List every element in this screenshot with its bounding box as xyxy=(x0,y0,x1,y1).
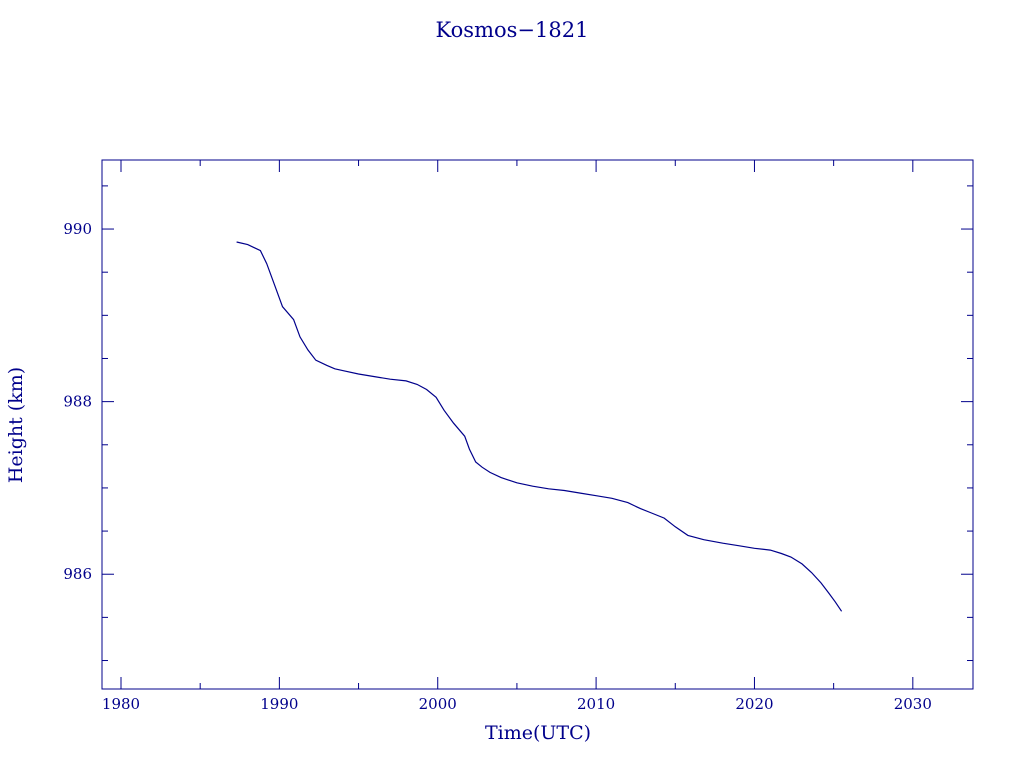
height-series-line xyxy=(236,241,843,612)
x-tick-label: 1990 xyxy=(260,695,298,713)
x-tick-label: 2010 xyxy=(577,695,615,713)
plot-frame xyxy=(101,159,974,690)
y-tick-label: 986 xyxy=(63,565,92,583)
x-tick-label: 2000 xyxy=(419,695,457,713)
x-axis-label: Time(UTC) xyxy=(485,722,591,744)
x-tick-label: 2020 xyxy=(735,695,773,713)
axis-ticks xyxy=(102,160,973,689)
x-tick-label: 1980 xyxy=(102,695,140,713)
y-tick-label: 990 xyxy=(63,220,92,238)
x-tick-label: 2030 xyxy=(894,695,932,713)
y-axis-label: Height (km) xyxy=(5,367,27,483)
axis-tick-labels: 1980 1990 2000 2010 2020 2030 986 988 990 xyxy=(63,220,932,713)
y-tick-label: 988 xyxy=(63,393,92,411)
chart-title: Kosmos−1821 xyxy=(436,18,589,42)
